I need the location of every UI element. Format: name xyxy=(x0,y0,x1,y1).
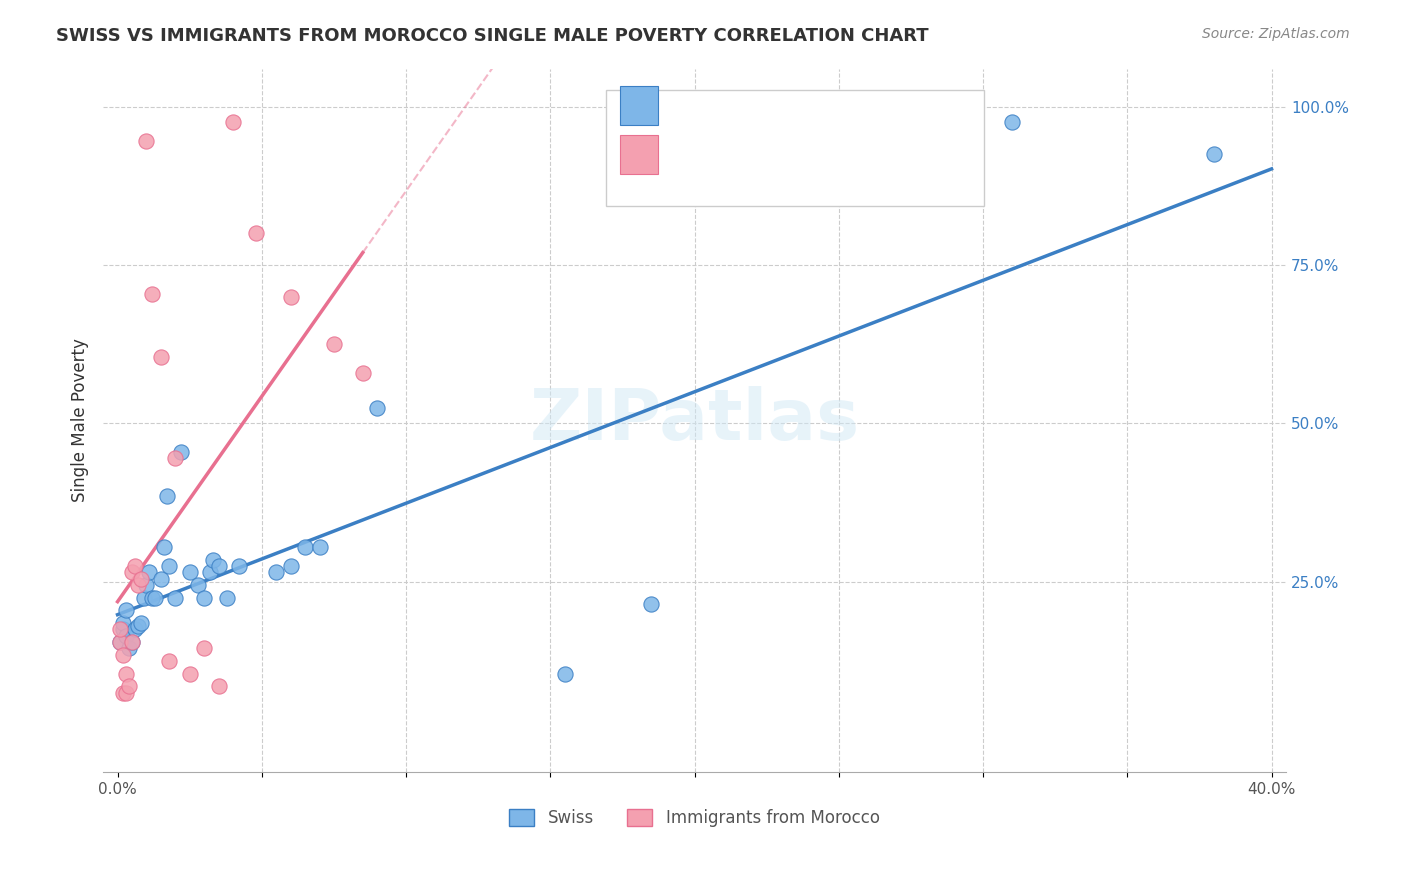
Point xyxy=(280,290,302,304)
Point xyxy=(129,572,152,586)
Point xyxy=(245,227,267,241)
Point xyxy=(121,566,143,580)
Point xyxy=(115,686,138,700)
Point xyxy=(112,648,135,662)
Point xyxy=(141,591,163,605)
Point xyxy=(143,591,166,605)
Point xyxy=(554,666,576,681)
Text: SWISS VS IMMIGRANTS FROM MOROCCO SINGLE MALE POVERTY CORRELATION CHART: SWISS VS IMMIGRANTS FROM MOROCCO SINGLE … xyxy=(56,27,929,45)
Point xyxy=(640,597,662,611)
Point xyxy=(366,401,388,415)
Point xyxy=(124,623,146,637)
Point xyxy=(193,641,215,656)
Point xyxy=(222,115,245,129)
Point xyxy=(322,337,344,351)
Point xyxy=(149,350,172,364)
Point xyxy=(308,540,330,554)
Point xyxy=(115,629,138,643)
Point xyxy=(110,635,132,649)
Point xyxy=(228,559,250,574)
FancyBboxPatch shape xyxy=(620,87,658,125)
Point xyxy=(165,451,187,466)
Point xyxy=(280,559,302,574)
Point xyxy=(264,566,287,580)
Point xyxy=(112,623,135,637)
Point xyxy=(170,445,193,459)
Point xyxy=(127,578,149,592)
Point xyxy=(217,591,239,605)
Point xyxy=(129,616,152,631)
Legend: Swiss, Immigrants from Morocco: Swiss, Immigrants from Morocco xyxy=(503,803,886,834)
Point xyxy=(112,616,135,631)
Point xyxy=(165,591,187,605)
Point xyxy=(141,286,163,301)
Point xyxy=(1001,115,1024,129)
Point xyxy=(118,680,141,694)
Point xyxy=(112,686,135,700)
Text: R =  0.490   N = 25: R = 0.490 N = 25 xyxy=(647,146,810,164)
Point xyxy=(127,619,149,633)
Text: ZIPatlas: ZIPatlas xyxy=(530,385,859,455)
Point xyxy=(152,540,174,554)
Point xyxy=(124,559,146,574)
Text: Source: ZipAtlas.com: Source: ZipAtlas.com xyxy=(1202,27,1350,41)
Point xyxy=(201,552,224,566)
Point xyxy=(110,635,132,649)
Point xyxy=(132,591,155,605)
Point xyxy=(138,566,160,580)
Point xyxy=(352,366,374,380)
Point xyxy=(149,572,172,586)
Point xyxy=(135,135,157,149)
Point xyxy=(110,623,132,637)
Point xyxy=(121,635,143,649)
Point xyxy=(187,578,209,592)
Point xyxy=(294,540,316,554)
Y-axis label: Single Male Poverty: Single Male Poverty xyxy=(72,338,89,502)
Point xyxy=(207,680,229,694)
Point xyxy=(121,635,143,649)
Point xyxy=(1202,147,1225,161)
Point xyxy=(118,641,141,656)
Point xyxy=(159,559,181,574)
Text: R =  0.373   N = 38: R = 0.373 N = 38 xyxy=(647,103,810,121)
Point xyxy=(115,603,138,617)
FancyBboxPatch shape xyxy=(620,136,658,174)
Point xyxy=(179,566,201,580)
Point xyxy=(207,559,229,574)
Point xyxy=(135,578,157,592)
Point xyxy=(193,591,215,605)
Point xyxy=(179,666,201,681)
Point xyxy=(198,566,221,580)
Point xyxy=(155,489,177,503)
FancyBboxPatch shape xyxy=(606,89,984,206)
Point xyxy=(115,666,138,681)
Point xyxy=(159,654,181,668)
